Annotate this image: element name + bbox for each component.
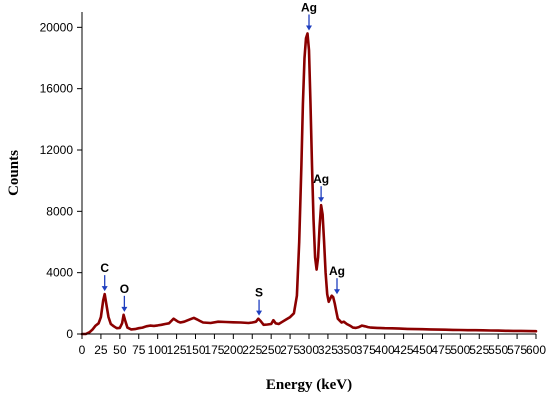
peak-arrow-head: [256, 310, 263, 316]
peak-annotation-ag: Ag: [301, 0, 317, 31]
x-tick-label: 275: [280, 343, 300, 357]
peak-arrow-head: [121, 306, 128, 312]
peak-annotations: CO S Ag Ag Ag: [100, 0, 345, 316]
x-tick-label: 300: [299, 343, 319, 357]
peak-annotation-ag: Ag: [329, 264, 345, 295]
x-tick-label: 350: [337, 343, 357, 357]
x-tick-label: 125: [167, 343, 187, 357]
x-tick-label: 150: [185, 343, 205, 357]
y-tick-label: 0: [66, 327, 73, 341]
peak-label: C: [100, 261, 109, 275]
peak-arrow-head: [318, 197, 325, 203]
y-axis-title: Counts: [6, 150, 22, 196]
peak-annotation-o: O: [120, 282, 129, 312]
y-tick-label: 16000: [40, 82, 74, 96]
x-tick-label: 225: [242, 343, 262, 357]
peak-arrow-head: [306, 25, 312, 31]
x-tick-label: 475: [431, 343, 451, 357]
x-tick-label: 450: [412, 343, 432, 357]
x-tick-label: 375: [356, 343, 376, 357]
plot-area: [80, 32, 538, 336]
x-tick-label: 0: [79, 343, 86, 357]
x-tick-label: 525: [469, 343, 489, 357]
x-tick-label: 75: [132, 343, 146, 357]
x-tick-label: 575: [507, 343, 527, 357]
peak-label: O: [120, 282, 129, 296]
x-tick-label: 400: [375, 343, 395, 357]
y-tick-label: 12000: [40, 143, 74, 157]
peak-annotation-c: C: [100, 261, 109, 292]
peak-label: Ag: [329, 264, 345, 278]
x-tick-label: 100: [148, 343, 168, 357]
y-axis-ticks: 0 4000 8000 12000 16000 20000: [40, 20, 82, 341]
x-axis-ticks: 0 25 50 75 100125150175200225250275300325350…: [79, 334, 546, 357]
x-tick-label: 550: [488, 343, 508, 357]
peak-label: S: [255, 286, 263, 300]
x-tick-label: 600: [526, 343, 546, 357]
x-tick-label: 25: [94, 343, 108, 357]
y-tick-label: 8000: [46, 204, 73, 218]
spectrum-series-line: [80, 32, 538, 336]
y-tick-label: 4000: [46, 266, 73, 280]
peak-arrow-head: [333, 289, 340, 295]
x-tick-label: 175: [204, 343, 224, 357]
x-tick-label: 200: [223, 343, 243, 357]
x-tick-label: 250: [261, 343, 281, 357]
x-axis-title: Energy (keV): [266, 377, 352, 393]
x-tick-label: 425: [394, 343, 414, 357]
x-tick-label: 500: [450, 343, 470, 357]
peak-label: Ag: [301, 0, 317, 14]
y-tick-label: 20000: [40, 20, 74, 34]
x-tick-label: 325: [318, 343, 338, 357]
peak-annotation-s: S: [255, 286, 263, 316]
peak-label: Ag: [313, 172, 329, 186]
peak-arrow-head: [101, 286, 108, 292]
peak-annotation-ag: Ag: [313, 172, 329, 203]
x-tick-label: 50: [113, 343, 127, 357]
